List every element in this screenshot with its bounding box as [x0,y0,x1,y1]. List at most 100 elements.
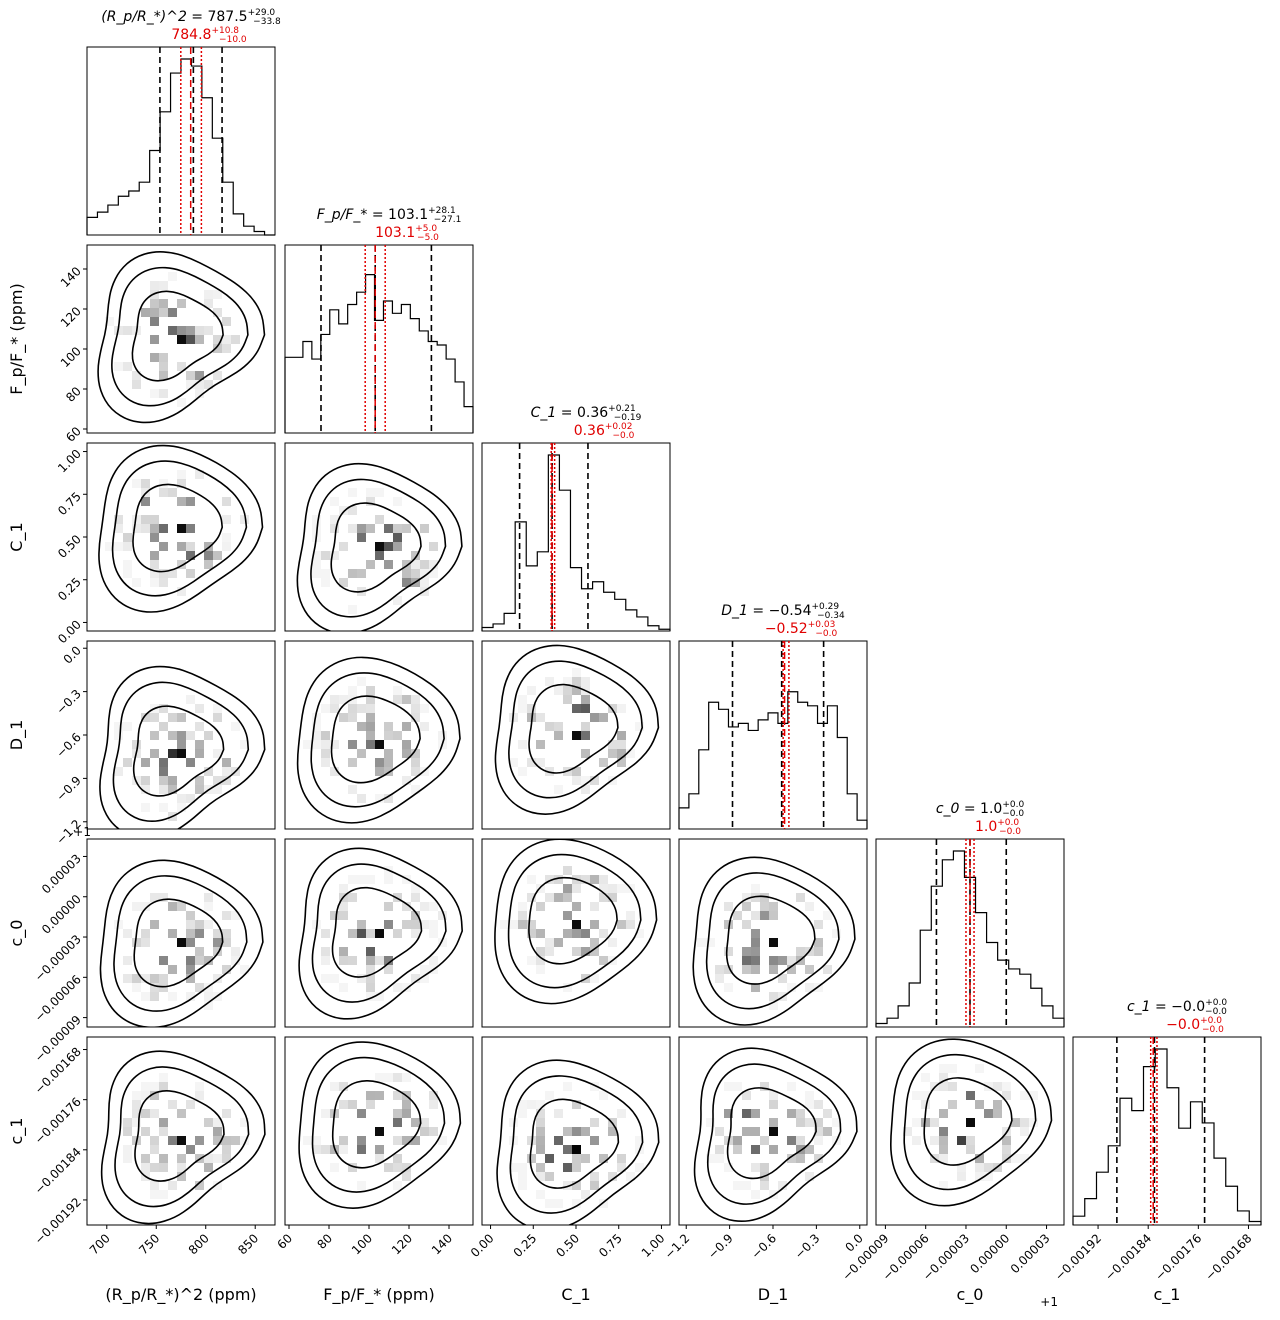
density-cell [554,938,563,947]
density-cell [563,866,572,875]
density-cell [1020,1118,1029,1127]
density-cell [114,524,123,533]
panel-frame [86,244,276,434]
density-cell [948,1064,957,1073]
density-cell [132,479,141,488]
density-cell [438,911,447,920]
density-cell [939,1109,948,1118]
density-cell [626,1172,635,1181]
density-cell [150,317,159,326]
density-cell [796,1136,805,1145]
density-cell [114,767,123,776]
contour-3 [725,895,816,985]
density-cell [321,929,330,938]
density-cell [420,569,429,578]
density-cell [823,1127,832,1136]
pair-panel-2-1 [284,442,474,632]
density-cell [393,1136,402,1145]
density-cell [581,947,590,956]
density-cell [957,1136,966,1145]
density-cell [814,920,823,929]
density-cell [330,974,339,983]
density-cell [805,965,814,974]
density-cell [518,1163,527,1172]
density-cell [321,569,330,578]
density-cell [213,308,222,317]
density-cell [177,740,186,749]
density-peak [177,335,186,344]
density-cell [760,1181,769,1190]
density-cell [706,1118,715,1127]
density-cell [939,1127,948,1136]
density-cell [402,1172,411,1181]
density-cell [375,488,384,497]
contour-1 [494,644,660,815]
density-cell [150,308,159,317]
diag-panel-3: D_1 = −0.54+0.29 −0.34−0.52+0.03 −0.0 [678,602,868,830]
density-cell [742,1109,751,1118]
density-cell [231,956,240,965]
density-cell [581,785,590,794]
x-axis-0: 700 750 800 850 (R_p/R_*)^2 (ppm) [87,1225,261,1305]
density-cell [787,1154,796,1163]
density-cell [339,1082,348,1091]
density-cell [141,902,150,911]
density-cell [159,704,168,713]
density-cell [123,956,132,965]
density-cell [348,929,357,938]
x-tick-label: −0.6 [749,1231,780,1262]
density-cell [159,1082,168,1091]
x-offset-text: +1 [1040,1295,1058,1309]
density-cell [321,749,330,758]
density-cell [177,470,186,479]
density-cell [581,929,590,938]
x-tick-label: 0.00 [468,1231,497,1260]
density-cell [159,1118,168,1127]
density-cell [393,1163,402,1172]
density-cell [402,722,411,731]
density-cell [195,929,204,938]
density-cell [141,776,150,785]
diag-panel-4: c_0 = 1.0+0.0 −0.01.0+0.0 −0.0 [875,800,1065,1028]
density-cell [939,1109,948,1118]
density-cell [402,983,411,992]
density-cell [159,524,168,533]
density-cell [393,686,402,695]
density-cell [509,920,518,929]
density-cell [213,1136,222,1145]
density-cell [132,1100,141,1109]
y-axis-2: 0.00 0.25 0.50 0.75 1.00 C_1 [7,447,87,646]
density-cell [402,1109,411,1118]
density-cell [186,380,195,389]
density-cell [536,1145,545,1154]
density-cell [330,1082,339,1091]
density-cell [168,569,177,578]
density-cell [724,902,733,911]
param-title: c_0 = 1.0+0.0 −0.0 [936,800,1025,819]
density-cell [150,1190,159,1199]
param-title-red: −0.52+0.03 −0.0 [765,620,838,639]
density-cell [357,533,366,542]
density-cell [384,560,393,569]
density-cell [339,983,348,992]
density-cell [222,938,231,947]
contour-3 [132,705,225,797]
density-cell [393,1118,402,1127]
density-cell [545,1154,554,1163]
contour-2 [903,1053,1037,1191]
density-cell [527,929,536,938]
density-cell [590,776,599,785]
density-cell [168,902,177,911]
x-tick-label: 1.00 [639,1231,668,1260]
density-cell [411,695,420,704]
density-cell [590,776,599,785]
density-cell [733,1136,742,1145]
contour-1 [693,1047,858,1223]
density-cell [150,1091,159,1100]
density-cell [348,605,357,614]
density-cell [724,983,733,992]
x-axis-1: 60 80 100 120 140 F_p/F_* (ppm) [274,1225,455,1305]
density-cell [195,326,204,335]
panel-frame [875,1036,1065,1226]
density-peak [769,1127,778,1136]
